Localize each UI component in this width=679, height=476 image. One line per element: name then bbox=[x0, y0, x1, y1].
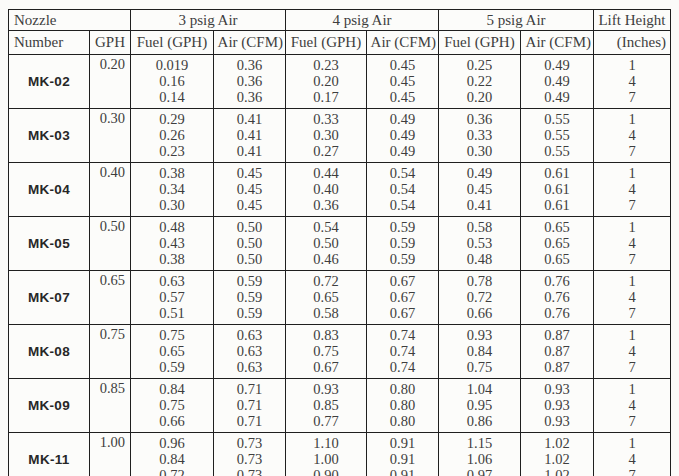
fuel-values-psig3: 0.380.340.30 bbox=[131, 163, 214, 217]
gph-value: 0.40 bbox=[90, 163, 131, 217]
header-fuel-5psig: Fuel (GPH) bbox=[439, 31, 521, 55]
header-fuel-4psig: Fuel (GPH) bbox=[286, 31, 367, 55]
fuel-values-psig3: 0.290.260.23 bbox=[131, 109, 214, 163]
fuel-values-psig4: 0.330.300.27 bbox=[286, 109, 367, 163]
nozzle-row-mk-03: MK-030.300.290.260.230.410.410.410.330.3… bbox=[9, 109, 671, 163]
fuel-values-psig3: 0.0190.160.14 bbox=[131, 55, 214, 109]
header-5psig-air: 5 psig Air bbox=[439, 10, 594, 31]
nozzle-row-mk-05: MK-050.500.480.430.380.500.500.500.540.5… bbox=[9, 217, 671, 271]
header-fuel-3psig: Fuel (GPH) bbox=[131, 31, 214, 55]
air-values-psig3: 0.410.410.41 bbox=[214, 109, 286, 163]
fuel-values-psig4: 0.230.200.17 bbox=[286, 55, 367, 109]
table-body: MK-020.200.0190.160.140.360.360.360.230.… bbox=[9, 55, 671, 476]
air-values-psig3: 0.710.710.71 bbox=[214, 379, 286, 433]
air-values-psig3: 0.450.450.45 bbox=[214, 163, 286, 217]
fuel-values-psig3: 0.840.750.66 bbox=[131, 379, 214, 433]
lift-values: 147 bbox=[594, 271, 671, 325]
scanned-document-page: Nozzle 3 psig Air 4 psig Air 5 psig Air … bbox=[0, 0, 679, 476]
fuel-values-psig5: 1.040.950.86 bbox=[439, 379, 521, 433]
gph-value: 0.30 bbox=[90, 109, 131, 163]
gph-value: 0.65 bbox=[90, 271, 131, 325]
air-values-psig4: 0.450.450.45 bbox=[367, 55, 439, 109]
air-values-psig5: 0.930.930.93 bbox=[521, 379, 594, 433]
lift-values: 147 bbox=[594, 217, 671, 271]
air-values-psig5: 0.870.870.87 bbox=[521, 325, 594, 379]
air-values-psig4: 0.490.490.49 bbox=[367, 109, 439, 163]
fuel-values-psig4: 0.830.750.67 bbox=[286, 325, 367, 379]
header-gph: GPH bbox=[90, 31, 131, 55]
air-values-psig5: 0.610.610.61 bbox=[521, 163, 594, 217]
air-values-psig3: 0.360.360.36 bbox=[214, 55, 286, 109]
nozzle-spec-table: Nozzle 3 psig Air 4 psig Air 5 psig Air … bbox=[8, 9, 671, 476]
nozzle-row-mk-11: MK-111.000.960.840.720.730.730.731.101.0… bbox=[9, 433, 671, 476]
lift-values: 147 bbox=[594, 325, 671, 379]
header-number: Number bbox=[9, 31, 90, 55]
fuel-values-psig3: 0.750.650.59 bbox=[131, 325, 214, 379]
air-values-psig5: 0.760.760.76 bbox=[521, 271, 594, 325]
fuel-values-psig5: 0.360.330.30 bbox=[439, 109, 521, 163]
air-values-psig5: 0.550.550.55 bbox=[521, 109, 594, 163]
gph-value: 1.00 bbox=[90, 433, 131, 476]
fuel-values-psig3: 0.630.570.51 bbox=[131, 271, 214, 325]
header-group-row: Nozzle 3 psig Air 4 psig Air 5 psig Air … bbox=[9, 10, 671, 31]
air-values-psig5: 0.490.490.49 bbox=[521, 55, 594, 109]
air-values-psig4: 0.670.670.67 bbox=[367, 271, 439, 325]
nozzle-label: MK-11 bbox=[9, 433, 90, 476]
fuel-values-psig4: 0.540.500.46 bbox=[286, 217, 367, 271]
header-nozzle: Nozzle bbox=[9, 10, 131, 31]
air-values-psig5: 1.021.021.02 bbox=[521, 433, 594, 476]
fuel-values-psig3: 0.480.430.38 bbox=[131, 217, 214, 271]
gph-value: 0.85 bbox=[90, 379, 131, 433]
gph-value: 0.20 bbox=[90, 55, 131, 109]
fuel-values-psig5: 0.250.220.20 bbox=[439, 55, 521, 109]
air-values-psig3: 0.590.590.59 bbox=[214, 271, 286, 325]
lift-values: 147 bbox=[594, 379, 671, 433]
header-4psig-air: 4 psig Air bbox=[286, 10, 439, 31]
gph-value: 0.75 bbox=[90, 325, 131, 379]
header-3psig-air: 3 psig Air bbox=[131, 10, 286, 31]
air-values-psig4: 0.590.590.59 bbox=[367, 217, 439, 271]
nozzle-label: MK-03 bbox=[9, 109, 90, 163]
gph-value: 0.50 bbox=[90, 217, 131, 271]
nozzle-label: MK-09 bbox=[9, 379, 90, 433]
nozzle-label: MK-05 bbox=[9, 217, 90, 271]
header-air-3psig: Air (CFM) bbox=[214, 31, 286, 55]
header-air-5psig: Air (CFM) bbox=[521, 31, 594, 55]
fuel-values-psig4: 0.930.850.77 bbox=[286, 379, 367, 433]
air-values-psig3: 0.500.500.50 bbox=[214, 217, 286, 271]
air-values-psig4: 0.910.910.91 bbox=[367, 433, 439, 476]
nozzle-row-mk-07: MK-070.650.630.570.510.590.590.590.720.6… bbox=[9, 271, 671, 325]
nozzle-label: MK-07 bbox=[9, 271, 90, 325]
fuel-values-psig4: 0.440.400.36 bbox=[286, 163, 367, 217]
fuel-values-psig4: 1.101.000.90 bbox=[286, 433, 367, 476]
header-air-4psig: Air (CFM) bbox=[367, 31, 439, 55]
lift-values: 147 bbox=[594, 55, 671, 109]
air-values-psig5: 0.650.650.65 bbox=[521, 217, 594, 271]
air-values-psig3: 0.730.730.73 bbox=[214, 433, 286, 476]
nozzle-label: MK-04 bbox=[9, 163, 90, 217]
lift-values: 147 bbox=[594, 109, 671, 163]
air-values-psig4: 0.800.800.80 bbox=[367, 379, 439, 433]
nozzle-label: MK-08 bbox=[9, 325, 90, 379]
fuel-values-psig3: 0.960.840.72 bbox=[131, 433, 214, 476]
header-column-row: Number GPH Fuel (GPH) Air (CFM) Fuel (GP… bbox=[9, 31, 671, 55]
air-values-psig4: 0.540.540.54 bbox=[367, 163, 439, 217]
air-values-psig3: 0.630.630.63 bbox=[214, 325, 286, 379]
nozzle-row-mk-02: MK-020.200.0190.160.140.360.360.360.230.… bbox=[9, 55, 671, 109]
fuel-values-psig5: 0.490.450.41 bbox=[439, 163, 521, 217]
header-lift-height: Lift Height bbox=[594, 10, 671, 31]
air-values-psig4: 0.740.740.74 bbox=[367, 325, 439, 379]
header-lift-unit: (Inches) bbox=[594, 31, 671, 55]
nozzle-label: MK-02 bbox=[9, 55, 90, 109]
lift-values: 147 bbox=[594, 163, 671, 217]
fuel-values-psig5: 0.930.840.75 bbox=[439, 325, 521, 379]
fuel-values-psig5: 0.580.530.48 bbox=[439, 217, 521, 271]
lift-values: 147 bbox=[594, 433, 671, 476]
fuel-values-psig4: 0.720.650.58 bbox=[286, 271, 367, 325]
nozzle-row-mk-08: MK-080.750.750.650.590.630.630.630.830.7… bbox=[9, 325, 671, 379]
nozzle-row-mk-04: MK-040.400.380.340.300.450.450.450.440.4… bbox=[9, 163, 671, 217]
fuel-values-psig5: 0.780.720.66 bbox=[439, 271, 521, 325]
nozzle-row-mk-09: MK-090.850.840.750.660.710.710.710.930.8… bbox=[9, 379, 671, 433]
fuel-values-psig5: 1.151.060.97 bbox=[439, 433, 521, 476]
